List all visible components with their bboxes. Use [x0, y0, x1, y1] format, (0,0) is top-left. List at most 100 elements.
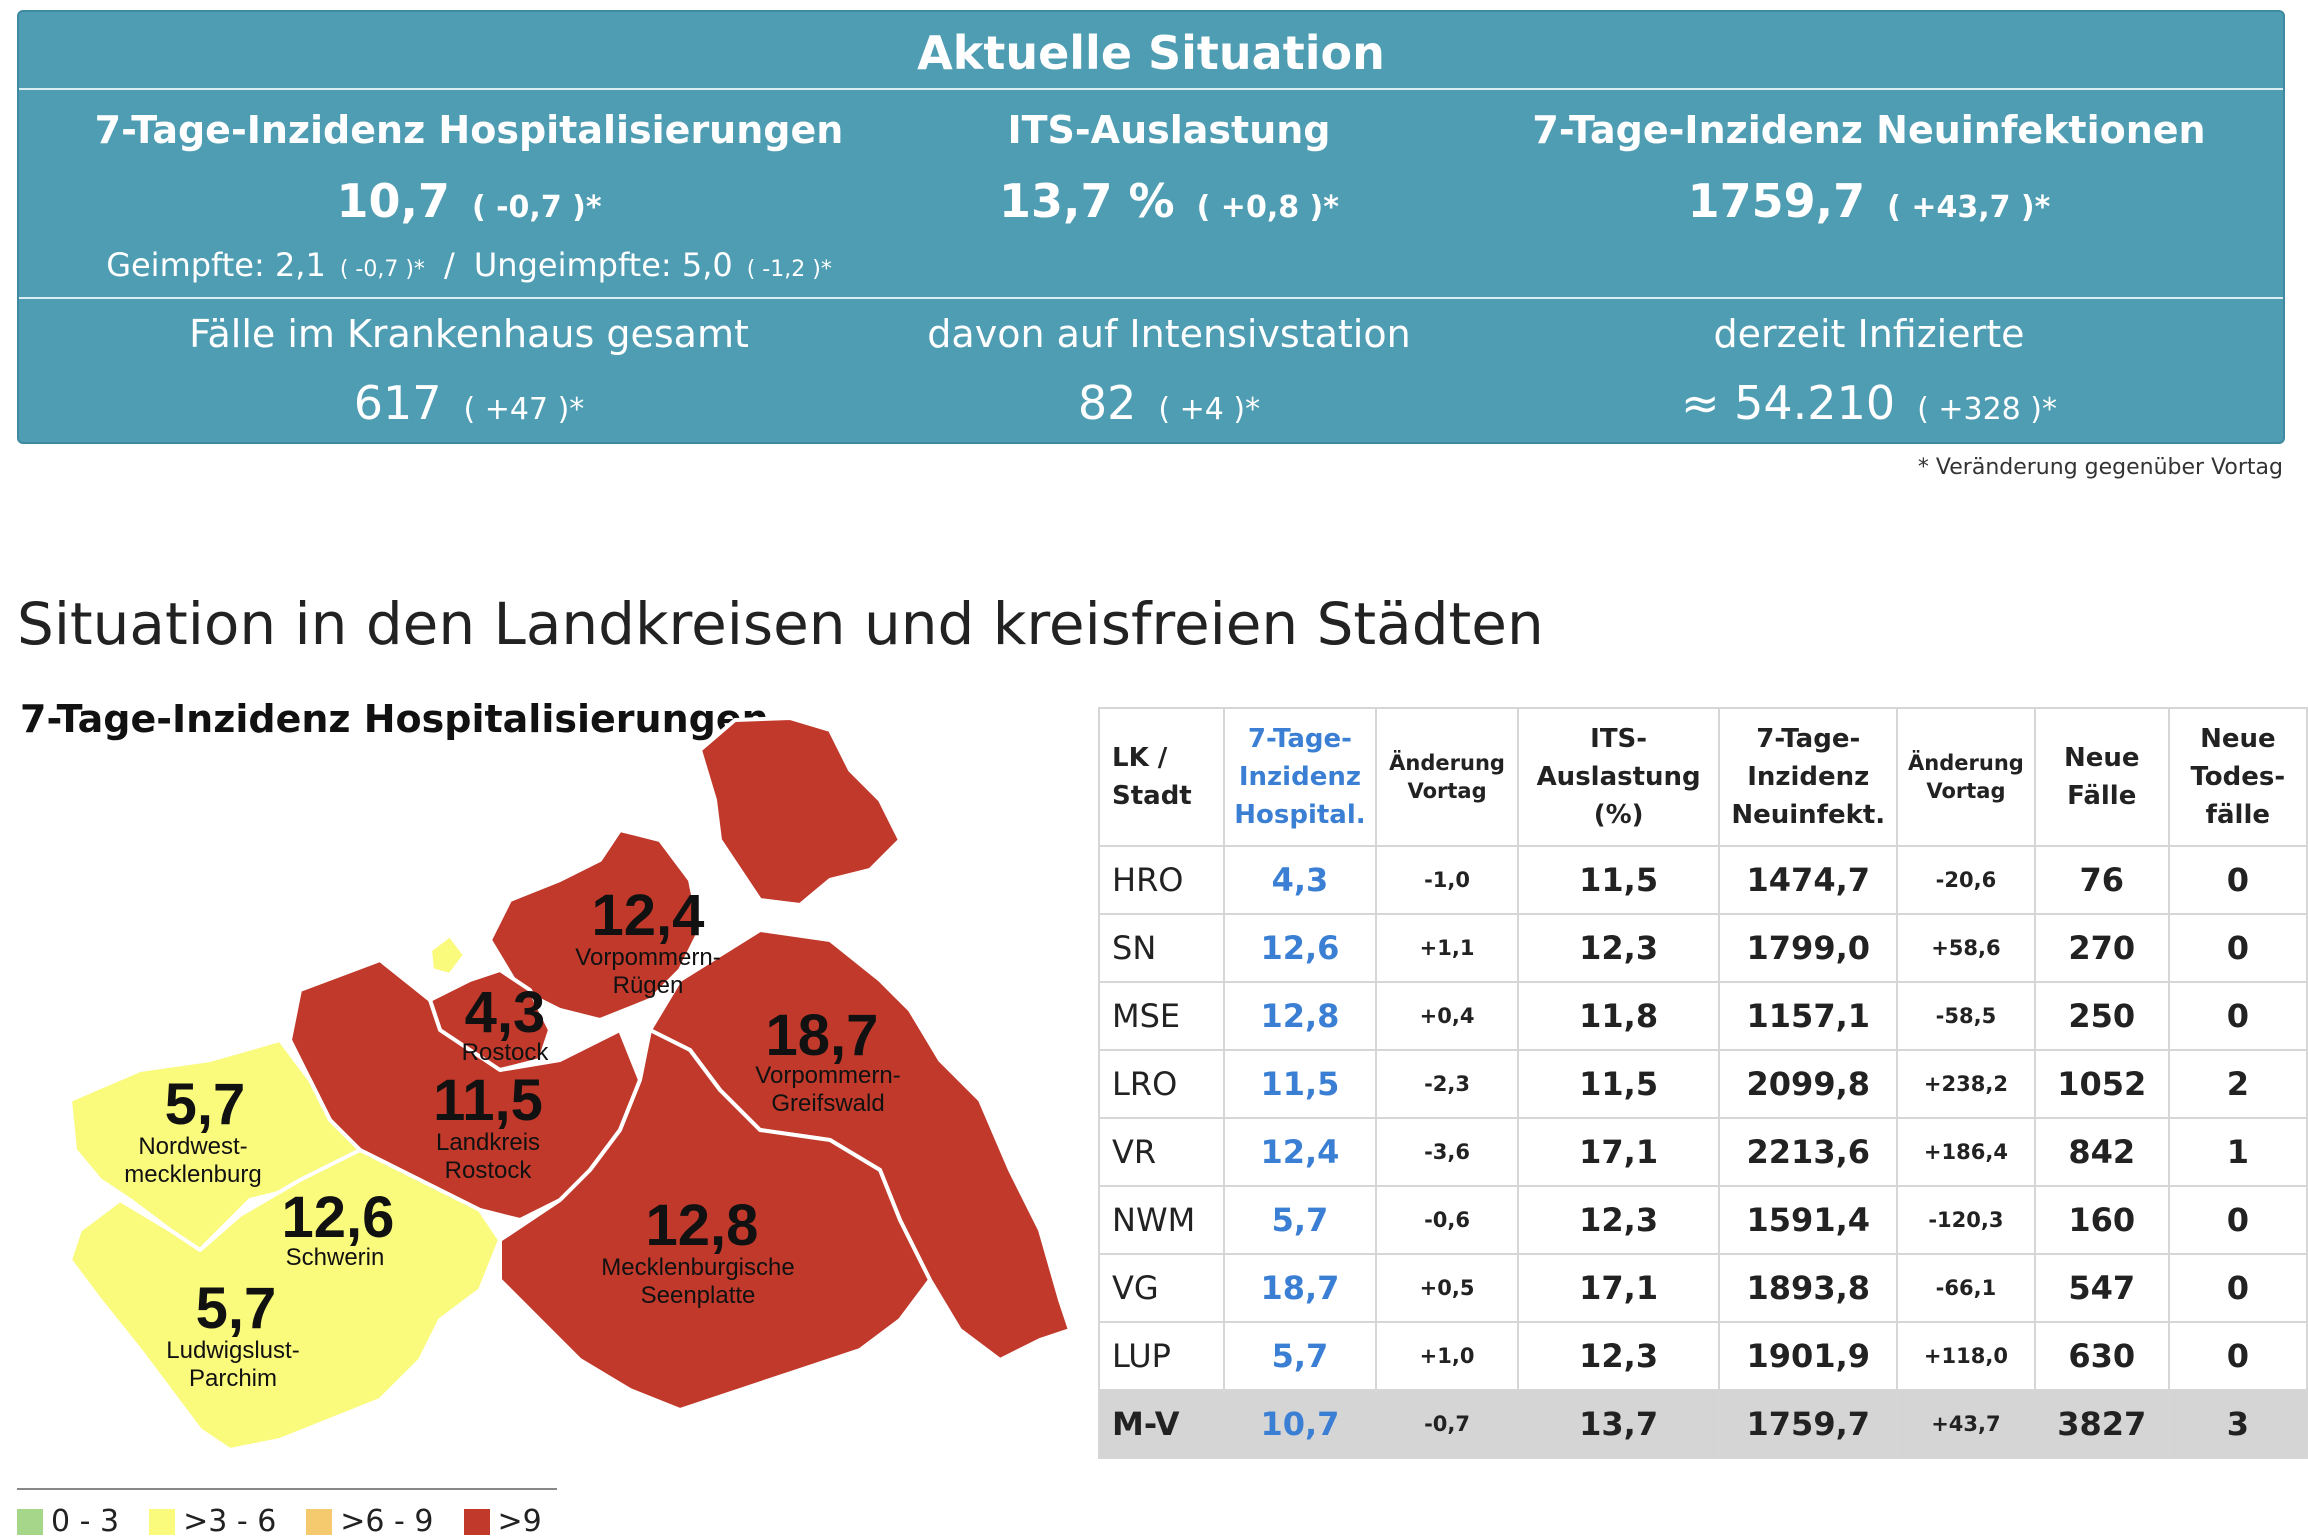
header-new-incidence: 7-Tage- Inzidenz Neuinfekt.: [1718, 707, 1899, 847]
header-hosp-change: Änderung Vortag: [1376, 707, 1519, 847]
map-name-vg-2: Greifswald: [771, 1090, 884, 1117]
cell-new-cases: 160: [2033, 1185, 2170, 1255]
new-infections-label: 7-Tage-Inzidenz Neuinfektionen: [1532, 108, 2206, 152]
map-value-hro: 4,3: [465, 980, 546, 1045]
cell-district: MSE: [1098, 981, 1225, 1051]
cell-hosp: 12,6: [1222, 913, 1378, 983]
header-new-change: Änderung Vortag: [1897, 707, 2036, 847]
intensive-care-block: davon auf Intensivstation 82 ( +4 )*: [869, 312, 1469, 430]
map-name-vr-1: Vorpommern-: [575, 944, 720, 971]
hospital-cases-delta: ( +47 )*: [463, 392, 585, 427]
map-value-lro: 11,5: [433, 1068, 543, 1133]
cell-new-cases: 76: [2033, 845, 2170, 915]
cell-its: 17,1: [1516, 1117, 1721, 1187]
currently-infected-delta: ( +328 )*: [1917, 392, 2057, 427]
cell-new-cases: 630: [2033, 1321, 2170, 1391]
vaccinated-label: Geimpfte: 2,1: [106, 246, 326, 284]
cell-hosp-change: +0,5: [1375, 1253, 1519, 1323]
cell-hosp-change: +0,4: [1375, 981, 1519, 1051]
cell-hosp-change: -0,7: [1375, 1389, 1519, 1459]
cell-new-change: -58,5: [1896, 981, 2036, 1051]
legend-swatch-red: [463, 1508, 490, 1535]
legend-swatch-yellow: [149, 1508, 176, 1535]
hosp-incidence-label: 7-Tage-Inzidenz Hospitalisierungen: [94, 108, 844, 152]
its-block: ITS-Auslastung 13,7 % ( +0,8 )*: [869, 108, 1469, 228]
cell-new-incidence: 1901,9: [1718, 1321, 1899, 1391]
table-row: LUP 5,7 +1,0 12,3 1901,9 +118,0 630 0: [1098, 1321, 2308, 1391]
cell-district: NWM: [1098, 1185, 1225, 1255]
cell-hosp-change: -2,3: [1375, 1049, 1519, 1119]
legend-item-9: >9: [463, 1504, 542, 1539]
map-value-vg: 18,7: [766, 1003, 879, 1068]
its-label: ITS-Auslastung: [1007, 108, 1331, 152]
table-row: NWM 5,7 -0,6 12,3 1591,4 -120,3 160 0: [1098, 1185, 2308, 1255]
cell-district: VR: [1098, 1117, 1225, 1187]
map-name-vr-2: Rügen: [613, 972, 684, 999]
map-title: 7-Tage-Inzidenz Hospitalisierungen: [20, 697, 769, 741]
legend-swatch-orange: [306, 1508, 333, 1535]
map-name-hro: Rostock: [462, 1039, 550, 1066]
cell-its: 12,3: [1516, 1185, 1721, 1255]
cell-its: 12,3: [1516, 913, 1721, 983]
panel-title: Aktuelle Situation: [917, 26, 1385, 80]
footnote: * Veränderung gegenüber Vortag: [1917, 455, 2283, 480]
cell-new-incidence: 1157,1: [1718, 981, 1899, 1051]
cell-new-cases: 1052: [2033, 1049, 2170, 1119]
header-hosp-incidence: 7-Tage- Inzidenz Hospital.: [1222, 707, 1378, 847]
table-row: MSE 12,8 +0,4 11,8 1157,1 -58,5 250 0: [1098, 981, 2308, 1051]
cell-district: LUP: [1098, 1321, 1225, 1391]
legend-item-0-3: 0 - 3: [17, 1504, 119, 1539]
currently-infected-block: derzeit Infizierte ≈ 54.210 ( +328 )*: [1469, 312, 2269, 430]
table-row: SN 12,6 +1,1 12,3 1799,0 +58,6 270 0: [1098, 913, 2308, 983]
map-value-lup: 5,7: [196, 1276, 277, 1341]
new-infections-delta: ( +43,7 )*: [1887, 190, 2051, 225]
unvaccinated-label: Ungeimpfte: 5,0: [473, 246, 733, 284]
cell-new-cases: 547: [2033, 1253, 2170, 1323]
cell-new-deaths: 0: [2167, 1185, 2308, 1255]
map-name-sn: Schwerin: [286, 1244, 385, 1271]
currently-infected-value: ≈ 54.210: [1680, 376, 1896, 430]
map-region-mse: [498, 1028, 932, 1412]
cell-new-change: +238,2: [1896, 1049, 2036, 1119]
map-value-nwm: 5,7: [165, 1072, 246, 1137]
map-name-vg-1: Vorpommern-: [755, 1062, 900, 1089]
map-name-nwm-1: Nordwest-: [138, 1133, 247, 1160]
cell-new-incidence: 1759,7: [1718, 1389, 1899, 1459]
cell-hosp: 12,8: [1222, 981, 1378, 1051]
vaccinated-delta: ( -0,7 )*: [339, 257, 425, 282]
divider: [19, 88, 2283, 90]
cell-hosp: 11,5: [1222, 1049, 1378, 1119]
cell-its: 11,8: [1516, 981, 1721, 1051]
cell-hosp-change: -1,0: [1375, 845, 1519, 915]
header-new-cases: Neue Fälle: [2033, 707, 2170, 847]
cell-new-deaths: 0: [2167, 981, 2308, 1051]
cell-hosp-change: +1,1: [1375, 913, 1519, 983]
map-name-lup-1: Ludwigslust-: [166, 1337, 299, 1364]
map-region-lup: [68, 1148, 502, 1452]
cell-new-change: -120,3: [1896, 1185, 2036, 1255]
cell-its: 11,5: [1516, 1049, 1721, 1119]
header-its: ITS- Auslastung (%): [1516, 707, 1721, 847]
intensive-care-delta: ( +4 )*: [1158, 392, 1261, 427]
new-infections-block: 7-Tage-Inzidenz Neuinfektionen 1759,7 ( +…: [1469, 108, 2269, 228]
hosp-incidence-value: 10,7: [336, 174, 450, 228]
legend-swatch-green: [17, 1508, 43, 1535]
intensive-care-value: 82: [1077, 376, 1137, 430]
cell-new-incidence: 1799,0: [1718, 913, 1899, 983]
map-legend: 0 - 3 >3 - 6 >6 - 9 >9: [17, 1488, 557, 1539]
cell-district: M-V: [1098, 1389, 1225, 1459]
cell-new-deaths: 2: [2167, 1049, 2308, 1119]
map-value-mse: 12,8: [646, 1193, 759, 1258]
cell-hosp: 5,7: [1222, 1185, 1378, 1255]
map-region-vr-islands: [698, 716, 902, 907]
hosp-incidence-block: 7-Tage-Inzidenz Hospitalisierungen 10,7 (…: [19, 108, 919, 284]
cell-hosp-change: -3,6: [1375, 1117, 1519, 1187]
map-name-mse-1: Mecklenburgische: [601, 1254, 794, 1281]
legend-label: >3 - 6: [183, 1504, 277, 1539]
cell-its: 13,7: [1516, 1389, 1721, 1459]
cell-new-deaths: 0: [2167, 845, 2308, 915]
cell-new-change: +43,7: [1896, 1389, 2036, 1459]
cell-new-deaths: 0: [2167, 1321, 2308, 1391]
cell-district: SN: [1098, 913, 1225, 983]
map-region-poel: [428, 933, 467, 977]
